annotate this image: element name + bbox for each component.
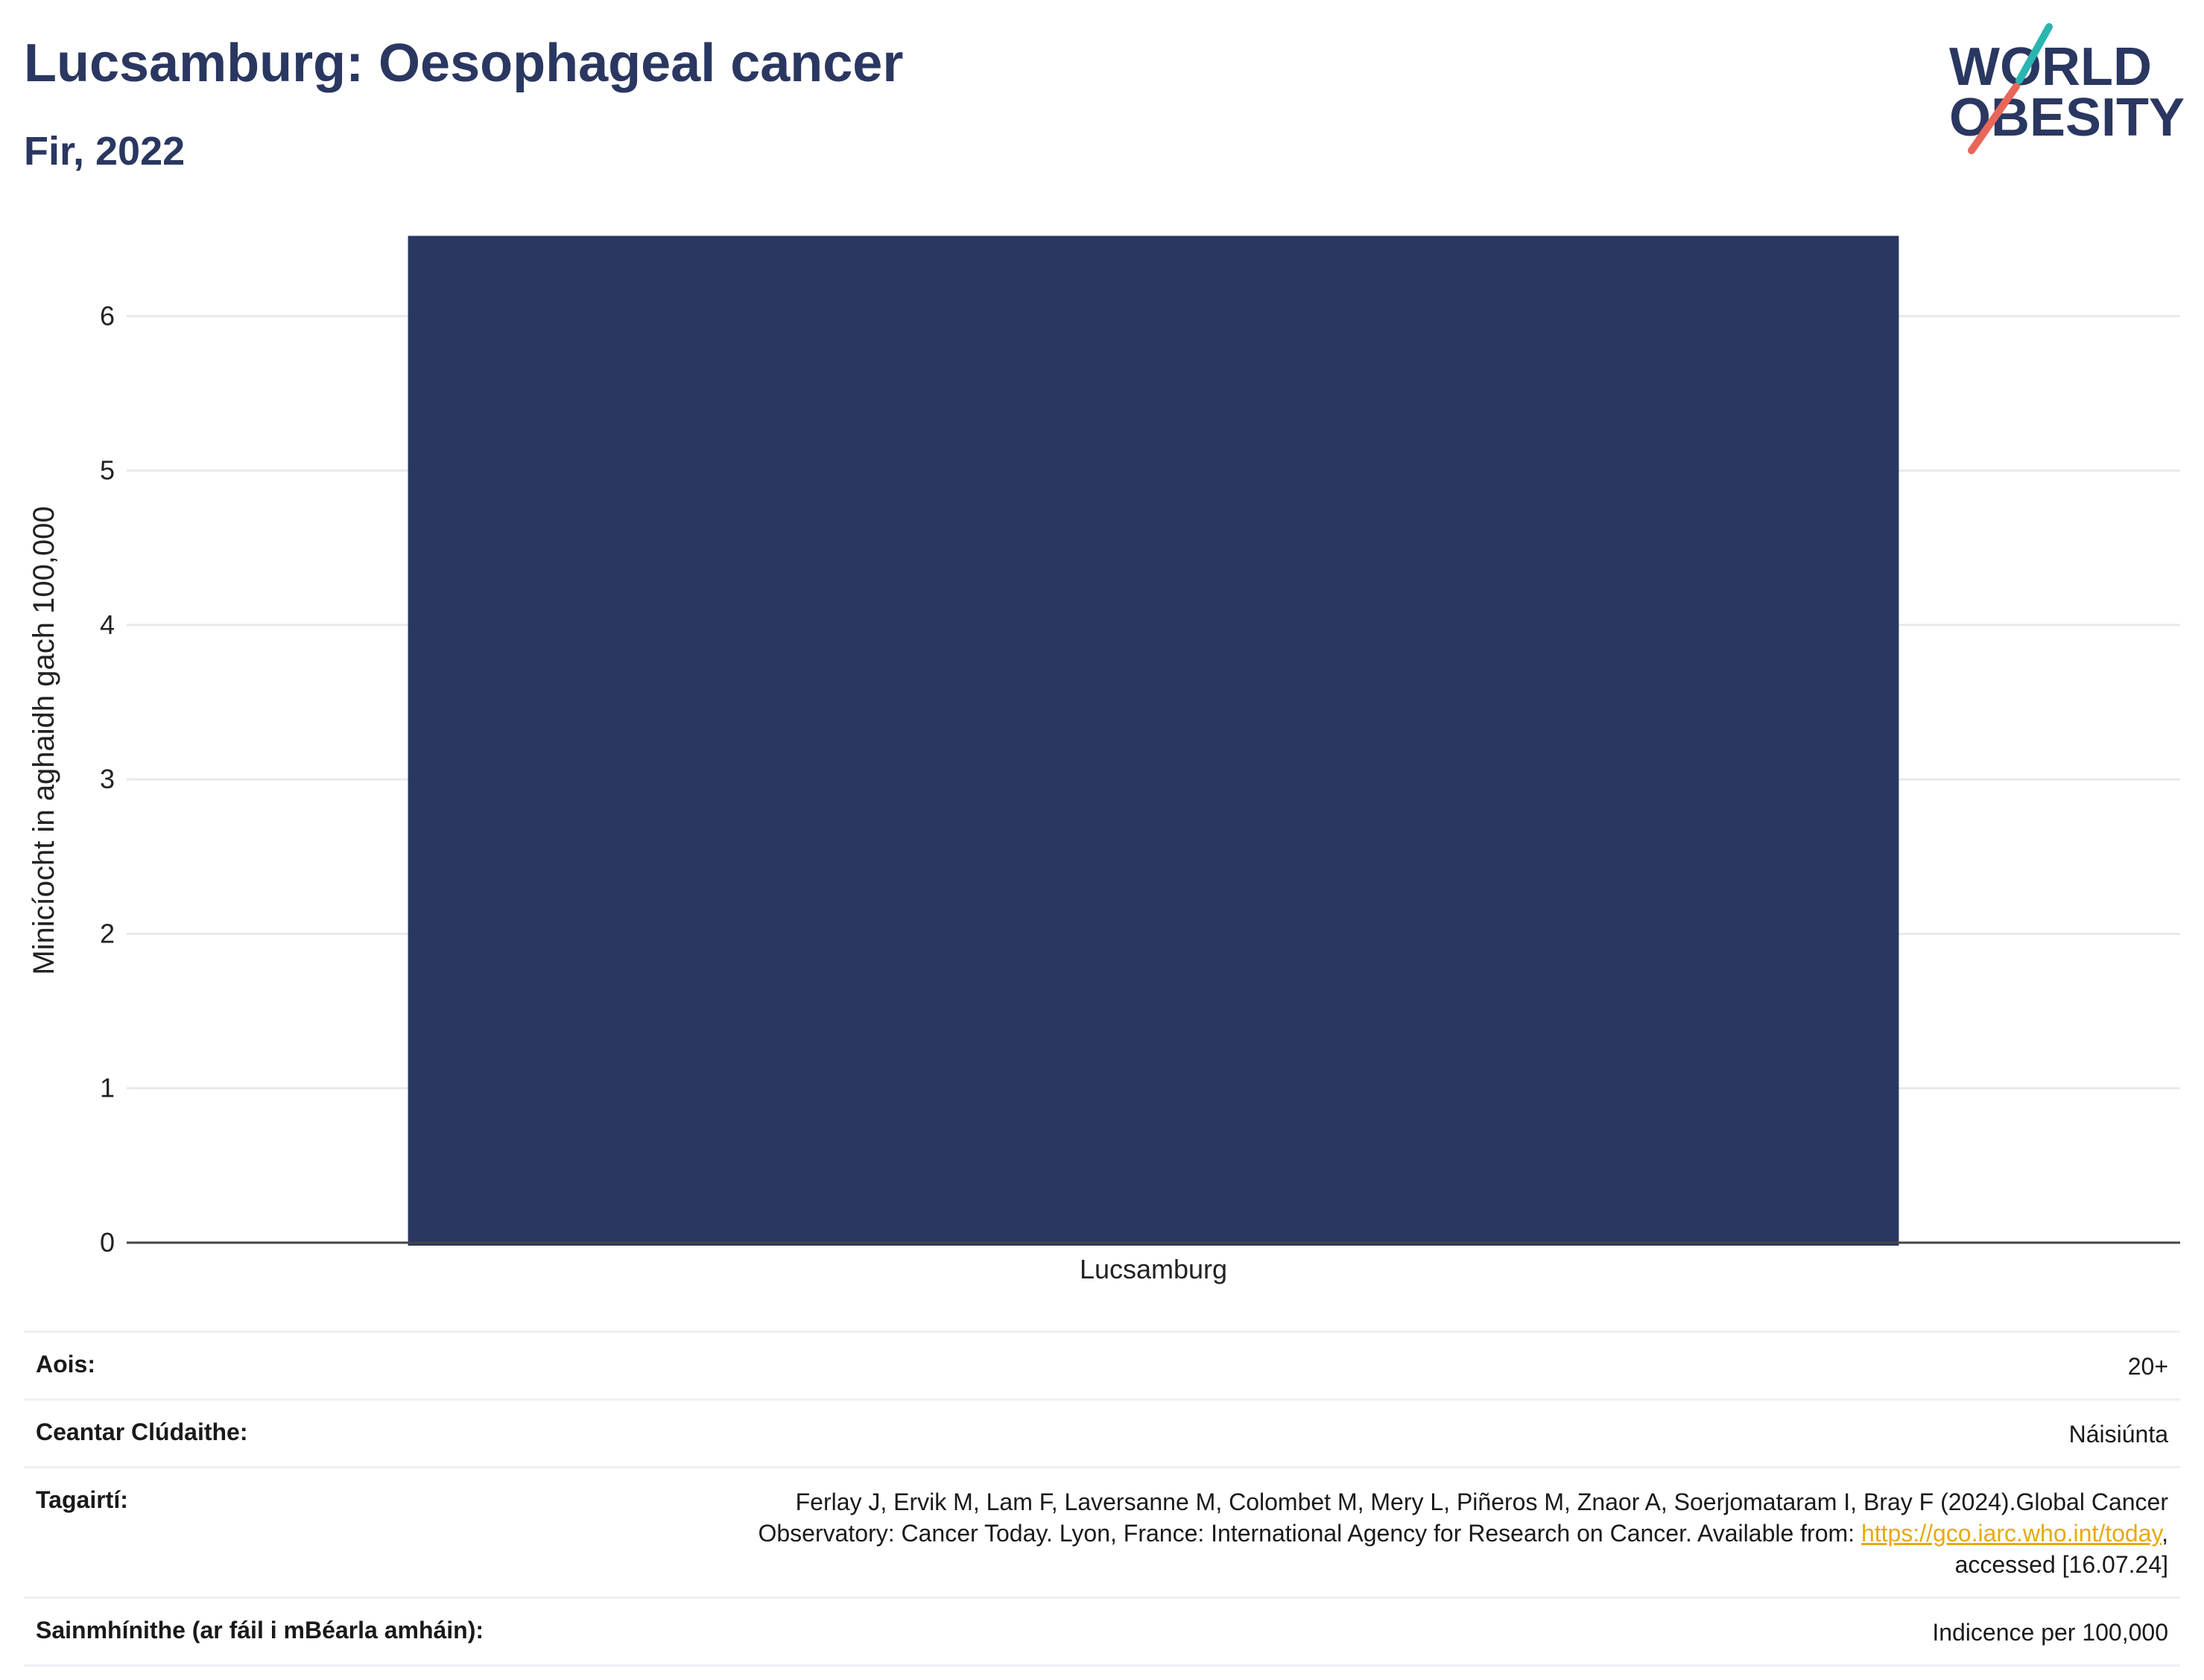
info-row-age: Aois: 20+ xyxy=(24,1331,2180,1398)
references-line3: accessed [16.07.24] xyxy=(1954,1551,2168,1578)
y-tick-label: 1 xyxy=(100,1073,115,1103)
info-row-coverage: Ceantar Clúdaithe: Náisiúnta xyxy=(24,1398,2180,1466)
coverage-label: Ceantar Clúdaithe: xyxy=(36,1419,248,1445)
references-line1: Ferlay J, Ervik M, Lam F, Laversanne M, … xyxy=(795,1489,2168,1515)
references-line2-end: , xyxy=(2162,1520,2168,1547)
age-value: 20+ xyxy=(2127,1353,2168,1380)
x-tick-label: Lucsamburg xyxy=(1080,1254,1227,1284)
logo-line2: OBESITY xyxy=(1949,88,2185,148)
info-row-definitions: Sainmhínithe (ar fáil i mBéarla amháin):… xyxy=(24,1597,2180,1667)
bar-chart: 0 1 2 3 4 5 6 Lucsamburg Minicíocht in aghaidh … xyxy=(28,235,2180,1284)
logo-slash-teal xyxy=(2015,23,2053,84)
bar xyxy=(408,235,1899,1246)
references-link[interactable]: https://gco.iarc.who.int/today xyxy=(1861,1520,2162,1547)
y-tick-label: 3 xyxy=(100,764,115,794)
age-label: Aois: xyxy=(36,1351,95,1378)
page-title: Lucsamburg: Oesophageal cancer xyxy=(24,34,904,93)
y-tick-label: 2 xyxy=(100,918,115,948)
references-label: Tagairtí: xyxy=(36,1486,128,1513)
logo-slash-coral xyxy=(1968,83,2020,154)
bars xyxy=(408,235,1899,1246)
definitions-value: Indicence per 100,000 xyxy=(1932,1619,2168,1646)
axes: 0 1 2 3 4 5 6 Lucsamburg xyxy=(100,300,2180,1284)
y-tick-label: 0 xyxy=(100,1227,115,1258)
info-row-references: Tagairtí: Ferlay J, Ervik M, Lam F, Lave… xyxy=(24,1466,2180,1597)
y-axis-title: Minicíocht in aghaidh gach 100,000 xyxy=(28,506,60,974)
y-tick-label: 4 xyxy=(100,609,115,640)
y-tick-label: 6 xyxy=(100,300,115,331)
references-value: Ferlay J, Ervik M, Lam F, Laversanne M, … xyxy=(758,1486,2168,1580)
coverage-value: Náisiúnta xyxy=(2068,1421,2168,1448)
y-tick-label: 5 xyxy=(100,455,115,486)
logo-line1: WORLD xyxy=(1949,37,2152,97)
page-subtitle: Fir, 2022 xyxy=(24,129,186,174)
info-table: Aois: 20+ Ceantar Clúdaithe: Náisiúnta T… xyxy=(24,1331,2180,1667)
definitions-label: Sainmhínithe (ar fáil i mBéarla amháin): xyxy=(36,1617,484,1643)
references-line2: Observatory: Cancer Today. Lyon, France:… xyxy=(758,1520,1861,1547)
world-obesity-logo: WORLD OBESITY xyxy=(1949,23,2185,154)
